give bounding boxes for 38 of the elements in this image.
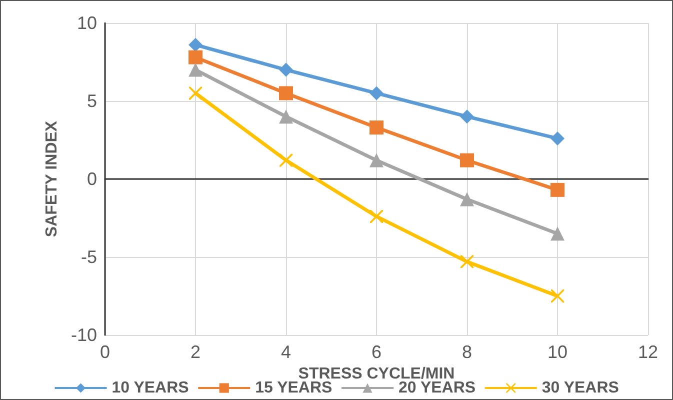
x-axis-title: STRESS CYCLE/MIN — [298, 365, 455, 382]
x-tick-label: 12 — [638, 342, 658, 362]
legend-label: 20 YEARS — [398, 380, 476, 396]
point — [279, 110, 293, 124]
point — [550, 182, 564, 197]
point — [370, 153, 384, 168]
x-tick-label: 2 — [190, 342, 201, 362]
y-tick-label: -10 — [70, 325, 97, 345]
y-axis-title: SAFETY INDEX — [44, 120, 61, 238]
y-tick-label: 0 — [86, 169, 97, 189]
y-tick-label: -5 — [80, 247, 97, 267]
legend-label: 15 YEARS — [255, 380, 333, 396]
point — [550, 131, 564, 146]
point — [279, 62, 293, 77]
point — [460, 110, 474, 124]
point — [550, 226, 564, 241]
x-tick-label: 10 — [547, 342, 568, 362]
y-tick-label: 10 — [76, 13, 97, 33]
point — [370, 210, 383, 223]
x-tick-label: 4 — [280, 342, 292, 362]
legend-label: 10 YEARS — [112, 380, 190, 396]
point — [460, 192, 474, 206]
point — [460, 255, 474, 268]
x-tick-label: 6 — [371, 342, 382, 362]
point — [280, 154, 292, 167]
point — [189, 86, 202, 100]
legend-label: 30 YEARS — [542, 380, 620, 396]
point — [370, 120, 384, 135]
y-tick-label: 5 — [86, 91, 97, 111]
point — [188, 38, 202, 52]
point — [279, 86, 293, 100]
point — [188, 50, 202, 64]
point — [460, 153, 474, 168]
x-tick-label: 0 — [100, 342, 110, 362]
point — [551, 290, 564, 302]
point — [188, 62, 202, 77]
x-tick-label: 8 — [462, 342, 472, 362]
point — [370, 86, 384, 100]
